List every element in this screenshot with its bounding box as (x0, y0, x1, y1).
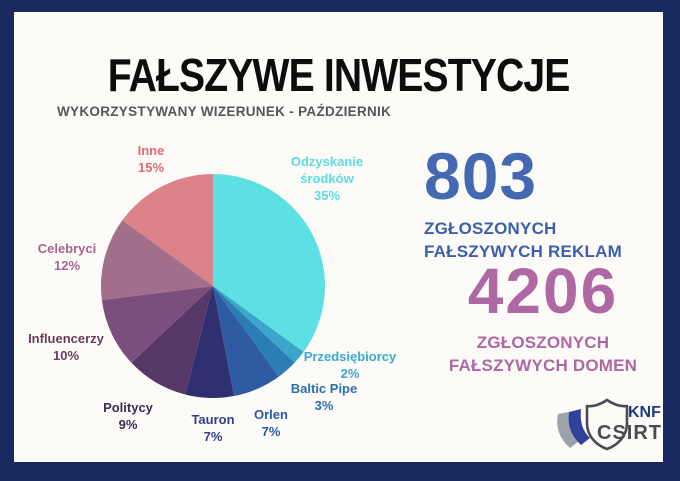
pie-label-politycy: Politycy 9% (88, 399, 168, 433)
pie-label-odzyskanie-srodkow: Odzyskanie środków 35% (279, 153, 375, 204)
swoosh-navy-icon (568, 409, 590, 445)
pie-label-name: Odzyskanie środków (290, 154, 364, 187)
shield-icon (585, 398, 629, 451)
stat-reported-domains: 4206 ZGŁOSZONYCH FAŁSZYWYCH DOMEN (434, 259, 652, 378)
pie-label-tauron: Tauron 7% (173, 411, 253, 445)
pie-label-pct: 35% (313, 188, 341, 204)
pie-label-pct: 3% (314, 398, 334, 414)
stat-reported-ads: 803 ZGŁOSZONYCH FAŁSZYWYCH REKLAM (424, 143, 622, 264)
stat-caption: ZGŁOSZONYCH FAŁSZYWYCH DOMEN (434, 332, 652, 378)
pie-slice-3 (213, 286, 279, 397)
pie-label-name: Tauron (191, 412, 235, 427)
pie-label-pct: 2% (340, 366, 360, 382)
pie-slice-0 (213, 174, 325, 352)
knf-csirt-logo: KNF CSIRT (550, 396, 662, 454)
logo-csirt-text: CSIRT (597, 422, 662, 444)
pie-slice-6 (101, 286, 213, 363)
pie-label-celebryci: Celebryci 12% (22, 240, 112, 274)
pie-label-inne: Inne 15% (116, 142, 186, 176)
pie-label-name: Influencerzy (28, 331, 104, 346)
pie-label-name: Celebryci (37, 241, 97, 256)
pie-label-pct: 10% (52, 348, 80, 364)
pie-label-pct: 15% (137, 160, 165, 176)
pie-slice-1 (213, 286, 304, 363)
pie-label-name: Orlen (254, 407, 288, 422)
stat-value: 4206 (467, 255, 619, 327)
pie-slice-8 (122, 174, 213, 286)
stat-value: 803 (424, 139, 538, 213)
pie-slice-7 (100, 220, 213, 301)
stat-caption-line1: ZGŁOSZONYCH (424, 219, 557, 238)
pie-label-baltic-pipe: Baltic Pipe 3% (279, 380, 369, 414)
pie-chart (100, 174, 325, 399)
pie-label-przedsiebiorcy: Przedsiębiorcy 2% (290, 348, 410, 382)
pie-label-name: Przedsiębiorcy (303, 349, 397, 364)
pie-label-orlen: Orlen 7% (236, 406, 306, 440)
swoosh-gray-icon (557, 412, 579, 448)
logo-knf-text: KNF (628, 404, 661, 421)
stat-caption-line2: FAŁSZYWYCH DOMEN (448, 355, 638, 375)
pie-slice-4 (185, 286, 234, 399)
pie-label-name: Baltic Pipe (290, 381, 358, 396)
infographic-card: FAŁSZYWE INWESTYCJE WYKORZYSTYWANY WIZER… (14, 12, 663, 462)
stat-caption-line1: ZGŁOSZONYCH (476, 333, 610, 352)
pie-label-pct: 9% (118, 417, 138, 433)
chart-subtitle: WYKORZYSTYWANY WIZERUNEK - PAŹDZIERNIK (57, 104, 392, 119)
pie-label-pct: 7% (203, 429, 223, 445)
pie-label-pct: 12% (53, 258, 81, 274)
pie-label-name: Politycy (103, 400, 153, 415)
pie-slice-5 (131, 286, 213, 395)
pie-chart-svg (100, 174, 325, 399)
knf-csirt-logo-svg: KNF CSIRT (557, 398, 662, 451)
stat-caption-line2: FAŁSZYWYCH REKLAM (424, 241, 622, 261)
pie-label-name: Inne (137, 143, 165, 158)
pie-slice-2 (213, 286, 295, 377)
page-title-text: FAŁSZYWE INWESTYCJE (107, 49, 571, 101)
pie-label-pct: 7% (261, 424, 281, 440)
pie-label-influencerzy: Influencerzy 10% (16, 330, 116, 364)
page-title: FAŁSZYWE INWESTYCJE (14, 48, 663, 102)
stat-caption: ZGŁOSZONYCH FAŁSZYWYCH REKLAM (424, 218, 622, 264)
